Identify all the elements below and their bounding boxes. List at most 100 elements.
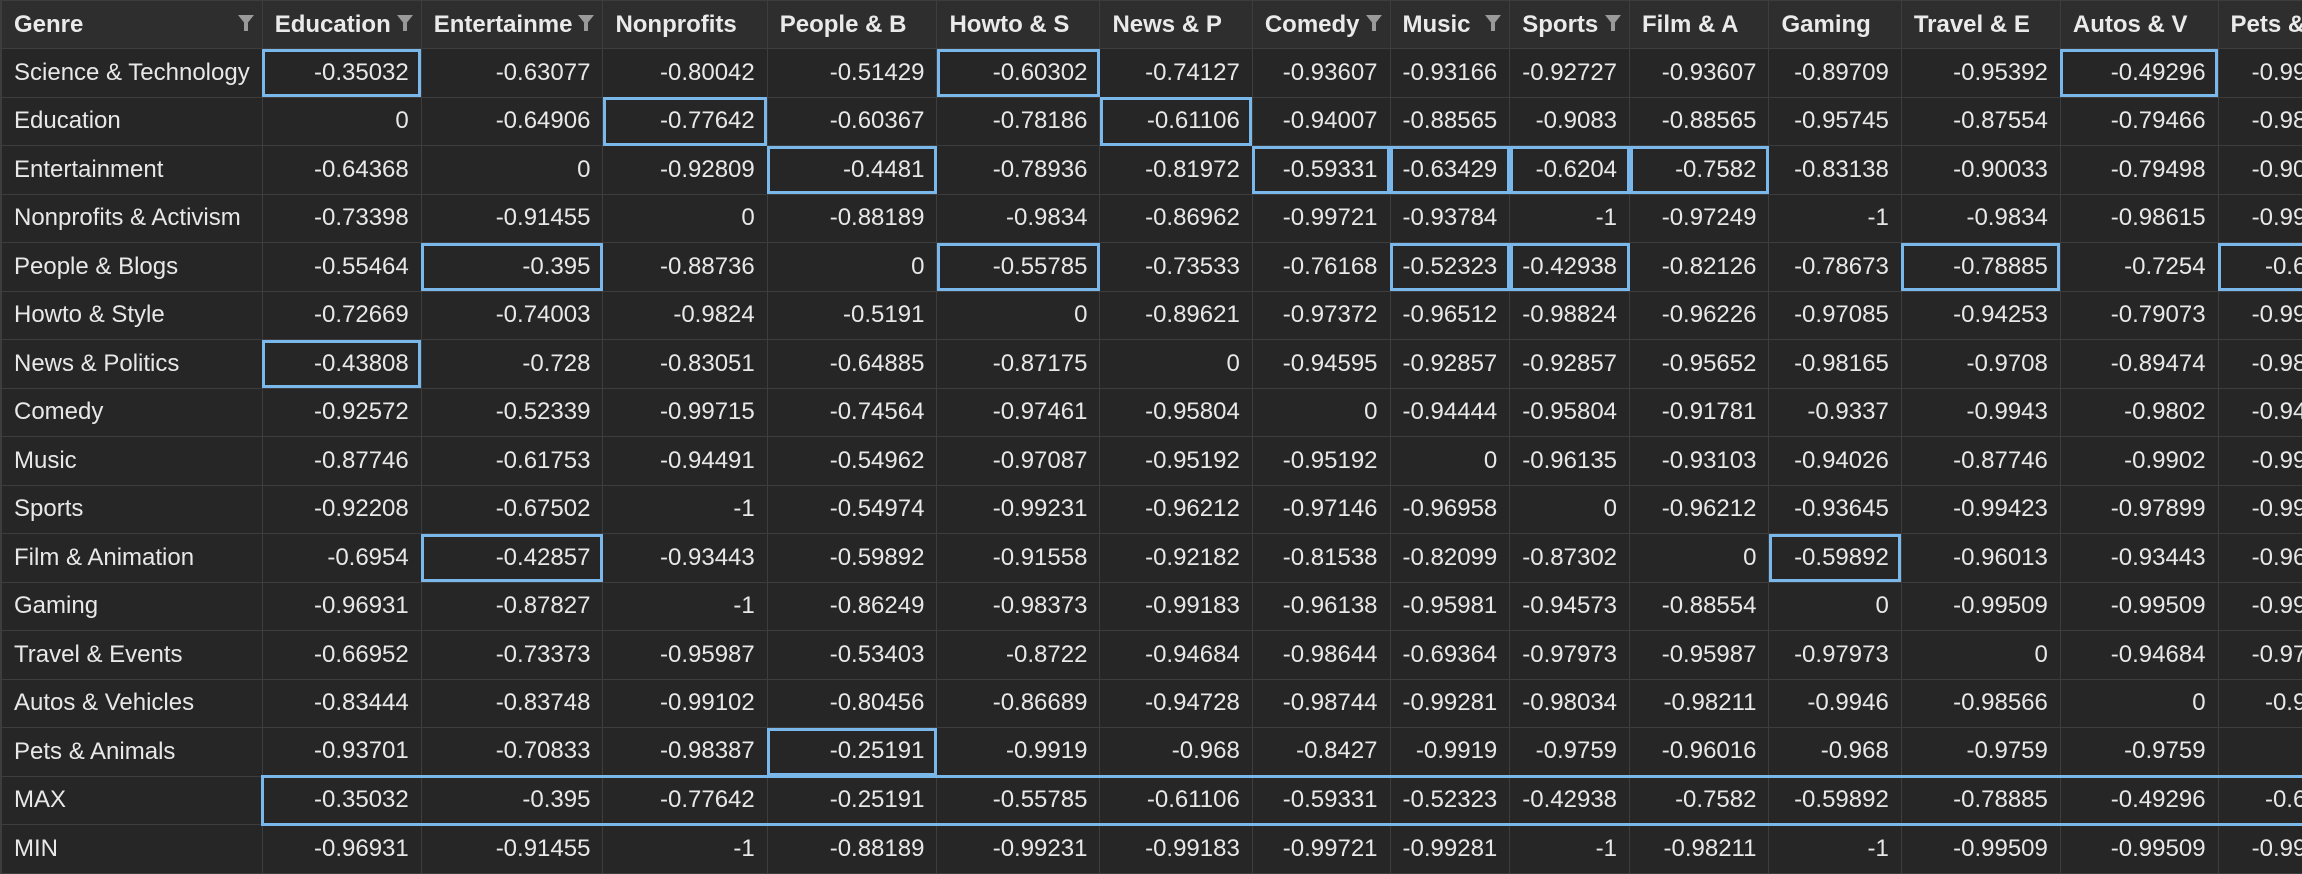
value-cell[interactable]: -0.95192: [1099, 436, 1253, 486]
value-cell[interactable]: -0.74127: [1099, 48, 1253, 98]
value-cell[interactable]: -0.89474: [2059, 339, 2219, 389]
value-cell[interactable]: -0.49296: [2059, 774, 2219, 826]
value-cell[interactable]: -0.968: [1099, 727, 1253, 777]
value-cell[interactable]: -0.99444: [2217, 193, 2302, 243]
genre-cell[interactable]: MIN: [1, 824, 263, 874]
value-cell[interactable]: -0.97146: [1251, 484, 1391, 534]
value-cell[interactable]: -0.78186: [936, 96, 1101, 146]
column-header[interactable]: News & P: [1099, 0, 1253, 49]
value-cell[interactable]: -0.51429: [766, 48, 938, 98]
value-cell[interactable]: -0.74564: [766, 387, 938, 437]
value-cell[interactable]: 0: [1251, 387, 1391, 437]
value-cell[interactable]: -0.6204: [1509, 145, 1631, 195]
value-cell[interactable]: -0.86249: [766, 581, 938, 631]
value-cell[interactable]: -0.98387: [602, 727, 768, 777]
value-cell[interactable]: -0.64368: [261, 145, 422, 195]
value-cell[interactable]: -0.93443: [2059, 533, 2219, 583]
value-cell[interactable]: -0.53403: [766, 630, 938, 680]
value-cell[interactable]: -0.79498: [2059, 145, 2219, 195]
value-cell[interactable]: -0.86689: [936, 678, 1101, 728]
value-cell[interactable]: -0.91781: [1629, 387, 1770, 437]
value-cell[interactable]: -0.98373: [936, 581, 1101, 631]
value-cell[interactable]: -0.95192: [1251, 436, 1391, 486]
value-cell[interactable]: -0.59331: [1251, 774, 1391, 826]
value-cell[interactable]: -0.395: [420, 774, 604, 826]
value-cell[interactable]: -0.99281: [1389, 678, 1511, 728]
value-cell[interactable]: -0.61753: [420, 436, 604, 486]
value-cell[interactable]: -0.93443: [602, 533, 768, 583]
value-cell[interactable]: -0.98034: [1509, 678, 1631, 728]
value-cell[interactable]: 0: [1389, 436, 1511, 486]
value-cell[interactable]: -0.83444: [261, 678, 422, 728]
genre-cell[interactable]: People & Blogs: [1, 242, 263, 292]
value-cell[interactable]: -0.72669: [261, 290, 422, 340]
value-cell[interactable]: -0.96138: [1251, 581, 1391, 631]
value-cell[interactable]: -0.63077: [420, 48, 604, 98]
value-cell[interactable]: -0.9834: [936, 193, 1101, 243]
column-header-genre[interactable]: Genre: [1, 0, 263, 49]
column-header[interactable]: Sports: [1509, 0, 1631, 49]
value-cell[interactable]: 0: [766, 242, 938, 292]
value-cell[interactable]: -0.96212: [1629, 484, 1770, 534]
value-cell[interactable]: -0.7582: [1629, 145, 1770, 195]
value-cell[interactable]: -0.52339: [420, 387, 604, 437]
value-cell[interactable]: -0.94444: [1389, 387, 1511, 437]
value-cell[interactable]: -0.9946: [2217, 678, 2302, 728]
value-cell[interactable]: -0.7582: [1629, 774, 1770, 826]
value-cell[interactable]: -0.93607: [1251, 48, 1391, 98]
value-cell[interactable]: -0.60302: [936, 48, 1101, 98]
value-cell[interactable]: -0.78885: [1900, 774, 2061, 826]
value-cell[interactable]: -0.98529: [2217, 339, 2302, 389]
value-cell[interactable]: -0.99715: [602, 387, 768, 437]
value-cell[interactable]: -0.79466: [2059, 96, 2219, 146]
value-cell[interactable]: -0.25191: [766, 774, 938, 826]
value-cell[interactable]: -0.90667: [2217, 145, 2302, 195]
value-cell[interactable]: -0.93103: [1629, 436, 1770, 486]
value-cell[interactable]: -0.92809: [602, 145, 768, 195]
value-cell[interactable]: -0.79073: [2059, 290, 2219, 340]
value-cell[interactable]: -0.99721: [1251, 824, 1391, 874]
value-cell[interactable]: -0.99231: [936, 484, 1101, 534]
filter-icon[interactable]: [1365, 15, 1382, 31]
value-cell[interactable]: 0: [1099, 339, 1253, 389]
value-cell[interactable]: -0.95392: [1900, 48, 2061, 98]
genre-cell[interactable]: Pets & Animals: [1, 727, 263, 777]
value-cell[interactable]: -0.96667: [2217, 533, 2302, 583]
value-cell[interactable]: 0: [1768, 581, 1902, 631]
column-header[interactable]: Education: [261, 0, 422, 49]
column-header[interactable]: Entertainme: [420, 0, 604, 49]
value-cell[interactable]: -0.5191: [766, 290, 938, 340]
value-cell[interactable]: -0.9083: [1509, 96, 1631, 146]
value-cell[interactable]: -0.92208: [261, 484, 422, 534]
value-cell[interactable]: -0.96958: [1389, 484, 1511, 534]
genre-cell[interactable]: Howto & Style: [1, 290, 263, 340]
value-cell[interactable]: -0.69364: [1389, 630, 1511, 680]
value-cell[interactable]: -0.96135: [1509, 436, 1631, 486]
value-cell[interactable]: -0.95804: [1509, 387, 1631, 437]
value-cell[interactable]: -0.96016: [1629, 727, 1770, 777]
value-cell[interactable]: -0.395: [420, 242, 604, 292]
value-cell[interactable]: -0.42857: [420, 533, 604, 583]
value-cell[interactable]: -0.94684: [1099, 630, 1253, 680]
value-cell[interactable]: -0.94175: [2217, 387, 2302, 437]
value-cell[interactable]: -0.35032: [260, 774, 422, 826]
column-header[interactable]: Film & A: [1629, 0, 1770, 49]
genre-cell[interactable]: Autos & Vehicles: [1, 678, 263, 728]
value-cell[interactable]: -1: [1509, 193, 1631, 243]
value-cell[interactable]: -0.25191: [766, 727, 938, 777]
value-cell[interactable]: -1: [602, 581, 768, 631]
value-cell[interactable]: -0.83748: [420, 678, 604, 728]
value-cell[interactable]: -0.9759: [1509, 727, 1631, 777]
value-cell[interactable]: -0.59331: [1251, 145, 1391, 195]
value-cell[interactable]: -1: [1768, 824, 1902, 874]
value-cell[interactable]: -0.97973: [2217, 630, 2302, 680]
column-header[interactable]: Gaming: [1768, 0, 1902, 49]
value-cell[interactable]: -1: [1768, 193, 1902, 243]
genre-cell[interactable]: Music: [1, 436, 263, 486]
value-cell[interactable]: -0.87554: [1900, 96, 2061, 146]
value-cell[interactable]: -0.99754: [2217, 824, 2302, 874]
value-cell[interactable]: -0.59892: [766, 533, 938, 583]
value-cell[interactable]: -0.64906: [420, 96, 604, 146]
value-cell[interactable]: -0.98644: [1251, 630, 1391, 680]
value-cell[interactable]: -0.9902: [2059, 436, 2219, 486]
